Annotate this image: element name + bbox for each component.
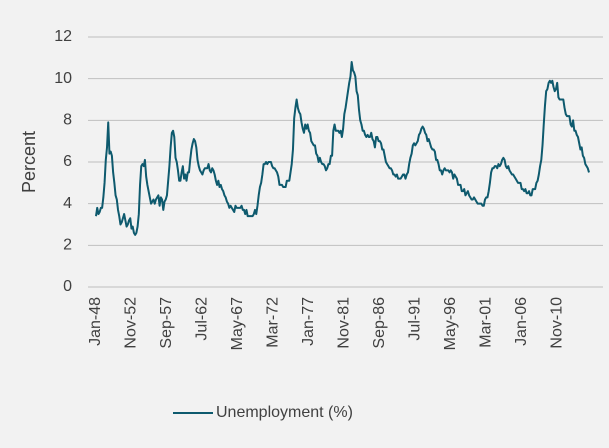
y-tick-label: 6 bbox=[63, 153, 72, 170]
y-tick-label: 10 bbox=[54, 70, 72, 87]
legend-label: Unemployment (%) bbox=[216, 404, 353, 421]
x-tick-label: May-96 bbox=[442, 297, 459, 350]
x-tick-label: Jul-62 bbox=[194, 297, 211, 341]
x-tick-label: Nov-81 bbox=[336, 297, 353, 349]
y-tick-label: 8 bbox=[63, 112, 72, 129]
x-tick-label: Mar-01 bbox=[477, 297, 494, 348]
x-tick-label: Jan-77 bbox=[300, 297, 317, 346]
x-tick-label: Mar-72 bbox=[265, 297, 282, 348]
y-tick-label: 2 bbox=[63, 237, 72, 254]
x-tick-label: Nov-52 bbox=[123, 297, 140, 349]
x-tick-label: Jan-06 bbox=[513, 297, 530, 346]
x-tick-label: May-67 bbox=[229, 297, 246, 350]
x-tick-label: Jan-48 bbox=[87, 297, 104, 346]
y-tick-label: 4 bbox=[63, 195, 72, 212]
line-series bbox=[95, 61, 590, 236]
y-axis-label: Percent bbox=[19, 131, 39, 193]
x-tick-label: Jul-91 bbox=[407, 297, 424, 341]
x-tick-label: Sep-57 bbox=[158, 297, 175, 349]
x-tick-label: Nov-10 bbox=[548, 297, 565, 349]
x-tick-label: Sep-86 bbox=[371, 297, 388, 349]
y-tick-label: 12 bbox=[54, 28, 72, 45]
y-tick-label: 0 bbox=[63, 278, 72, 295]
